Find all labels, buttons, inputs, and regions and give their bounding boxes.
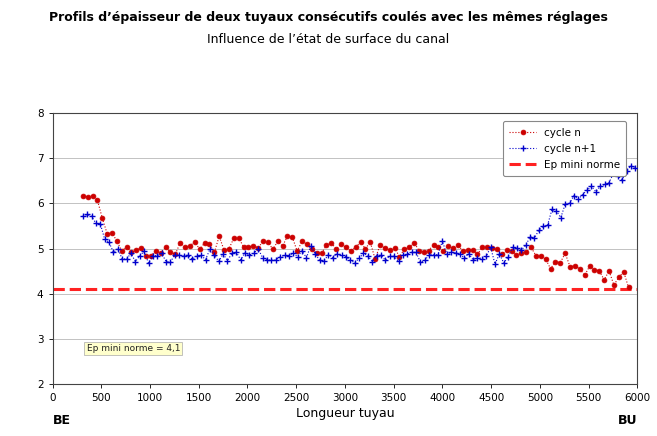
cycle n [79,193,87,198]
cycle n [99,215,106,221]
cycle n [591,267,599,272]
Text: Ep mini norme = 4,1: Ep mini norme = 4,1 [87,344,180,353]
cycle n [89,193,97,198]
cycle n+1 [105,240,113,245]
cycle n [259,239,267,244]
Legend: cycle n, cycle n+1, Ep mini norme: cycle n, cycle n+1, Ep mini norme [503,121,626,176]
Ep mini norme [49,286,57,292]
cycle n+1 [627,163,635,168]
X-axis label: Longueur tuyau: Longueur tuyau [296,407,394,420]
Line: cycle n: cycle n [80,193,631,290]
cycle n+1 [399,252,407,258]
Line: cycle n+1: cycle n+1 [79,163,639,267]
cycle n [625,285,633,290]
Text: Profils d’épaisseur de deux tuyaux consécutifs coulés avec les mêmes réglages: Profils d’épaisseur de deux tuyaux consé… [49,11,608,24]
Text: BE: BE [53,414,70,427]
cycle n [103,231,111,236]
cycle n+1 [491,262,499,267]
Ep mini norme [49,286,57,292]
cycle n+1 [631,165,639,170]
cycle n+1 [548,207,556,212]
cycle n+1 [79,214,87,219]
cycle n+1 [597,184,604,189]
Text: Influence de l’état de surface du canal: Influence de l’état de surface du canal [208,33,449,46]
cycle n+1 [408,250,416,255]
Text: BU: BU [618,414,637,427]
cycle n [537,254,545,259]
cycle n+1 [430,252,438,257]
cycle n [493,247,501,252]
